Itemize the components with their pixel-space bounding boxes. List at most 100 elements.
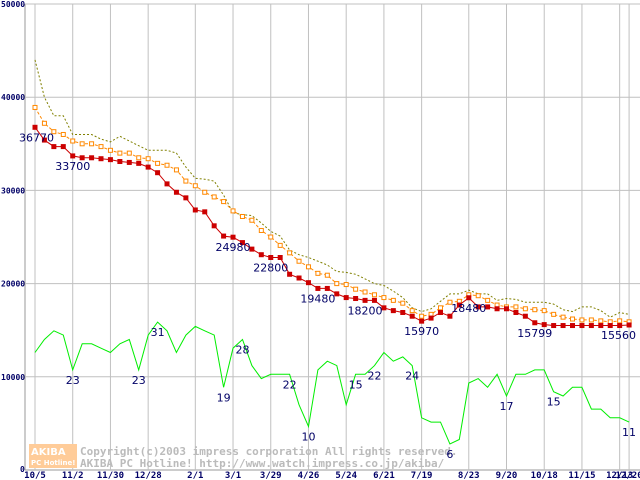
point-average <box>107 147 113 153</box>
point-minimum <box>89 155 95 161</box>
data-label: 17 <box>500 400 514 413</box>
x-tick-label: 3/29 <box>260 471 282 480</box>
point-minimum <box>221 233 227 239</box>
point-minimum <box>475 304 481 310</box>
point-average <box>541 308 547 314</box>
x-tick-label: 10/18 <box>531 471 558 480</box>
series-lines <box>32 59 632 445</box>
data-label: 18480 <box>451 302 486 315</box>
point-minimum <box>145 164 151 170</box>
point-minimum <box>513 309 519 315</box>
point-minimum <box>447 313 453 319</box>
y-tick-label: 40000 <box>1 93 25 102</box>
point-minimum <box>315 285 321 291</box>
point-minimum <box>32 124 38 130</box>
point-average <box>551 311 557 317</box>
x-tick-label: 12/13 <box>606 471 633 480</box>
point-average <box>381 295 387 301</box>
point-average <box>560 314 566 320</box>
point-minimum <box>456 302 462 308</box>
point-average <box>126 150 132 156</box>
point-average <box>513 304 519 310</box>
point-minimum <box>51 144 57 150</box>
point-minimum <box>202 209 208 215</box>
point-average <box>183 178 189 184</box>
x-tick-label: 7/19 <box>411 471 433 480</box>
data-label: 6 <box>446 448 453 461</box>
data-label: 15970 <box>404 325 439 338</box>
point-minimum <box>522 313 528 319</box>
data-label: 28 <box>235 343 249 356</box>
point-minimum <box>324 285 330 291</box>
x-tick-label: 4/26 <box>298 471 320 480</box>
data-label: 22800 <box>253 262 288 275</box>
point-average <box>173 167 179 173</box>
point-average <box>447 299 453 305</box>
point-average <box>41 120 47 126</box>
data-label: 22 <box>367 370 381 383</box>
point-average <box>51 129 57 135</box>
point-minimum <box>249 246 255 252</box>
point-average <box>598 318 604 324</box>
point-minimum <box>98 156 104 162</box>
y-tick-label: 30000 <box>1 186 25 195</box>
point-average <box>155 160 161 166</box>
point-average <box>136 155 142 161</box>
logo-text-bottom: PC Hotline! <box>31 459 75 467</box>
point-minimum <box>400 309 406 315</box>
point-minimum <box>164 181 170 187</box>
watermark: AKIBA PC Hotline! Copyright(c)2003 impre… <box>29 444 458 470</box>
point-minimum <box>126 159 132 165</box>
point-average <box>400 300 406 306</box>
copyright-line: Copyright(c)2003 impress corporation All… <box>80 445 458 458</box>
point-minimum <box>136 160 142 166</box>
data-label: 24 <box>405 370 419 383</box>
point-average <box>409 308 415 314</box>
point-average <box>485 297 491 303</box>
point-minimum <box>353 296 359 302</box>
point-minimum <box>494 306 500 312</box>
url-line: AKIBA PC Hotline! http://www.watch.impre… <box>80 457 445 470</box>
point-minimum <box>173 189 179 195</box>
series-line-shops <box>34 321 630 445</box>
x-tick-label: 11/30 <box>97 471 124 480</box>
point-average <box>371 292 377 298</box>
point-average <box>117 150 123 156</box>
point-average <box>98 144 104 150</box>
point-minimum <box>532 320 538 326</box>
x-tick-label: 11/2 <box>62 471 84 480</box>
data-label: 36770 <box>19 131 54 144</box>
point-average <box>32 104 38 110</box>
point-minimum <box>183 195 189 201</box>
point-minimum <box>598 323 604 329</box>
data-label: 31 <box>151 326 165 339</box>
point-average <box>475 293 481 299</box>
x-tick-label: 3/1 <box>225 471 241 480</box>
point-average <box>145 156 151 162</box>
point-average <box>249 217 255 223</box>
point-average <box>89 141 95 147</box>
point-average <box>305 264 311 270</box>
point-average <box>588 317 594 323</box>
point-minimum <box>277 255 283 261</box>
point-minimum <box>437 309 443 315</box>
point-minimum <box>230 234 236 240</box>
x-tick-label: 6/21 <box>373 471 395 480</box>
point-minimum <box>287 271 293 277</box>
point-average <box>296 258 302 264</box>
point-minimum <box>334 291 340 297</box>
point-average <box>60 131 66 137</box>
point-minimum <box>268 255 274 261</box>
point-average <box>268 234 274 240</box>
point-minimum <box>296 275 302 281</box>
point-average <box>315 270 321 276</box>
point-average <box>239 213 245 219</box>
y-tick-label: 0 <box>20 465 25 474</box>
x-tick-label: 12/20 <box>616 471 640 480</box>
point-average <box>202 189 208 195</box>
point-minimum <box>570 323 576 329</box>
point-minimum <box>60 144 66 150</box>
x-tick-label: 11/15 <box>568 471 595 480</box>
point-minimum <box>343 295 349 301</box>
